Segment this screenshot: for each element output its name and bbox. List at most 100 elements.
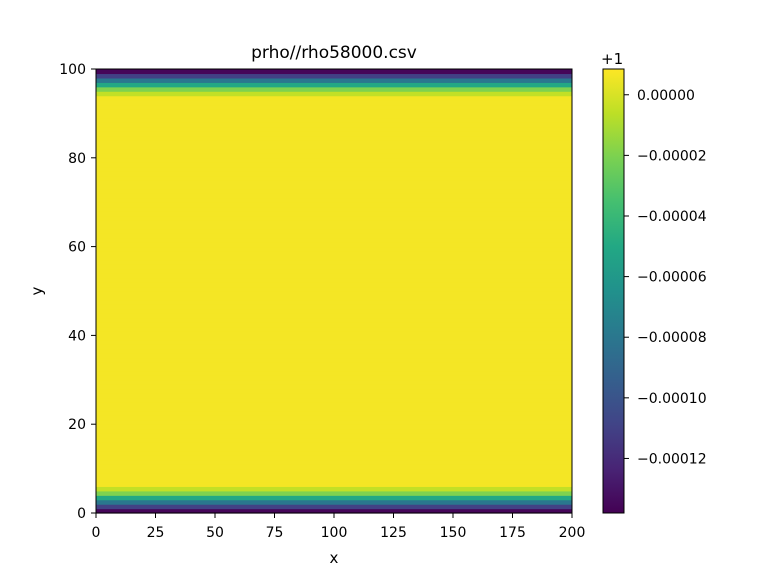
heatmap-row	[96, 291, 572, 297]
heatmap-row	[96, 95, 572, 101]
heatmap-row	[96, 286, 572, 292]
x-tick-label: 100	[321, 525, 348, 541]
heatmap-row	[96, 86, 572, 92]
heatmap-row	[96, 162, 572, 168]
heatmap-row	[96, 499, 572, 505]
colorbar-tick-label: −0.00012	[637, 451, 707, 467]
heatmap-row	[96, 113, 572, 119]
heatmap-row	[96, 228, 572, 234]
colorbar-ticks: 0.00000 −0.00002 −0.00004 −0.00006 −0.00008 −…	[624, 88, 707, 467]
heatmap-row	[96, 455, 572, 461]
heatmap-row	[96, 308, 572, 314]
heatmap-row	[96, 197, 572, 203]
heatmap-row	[96, 490, 572, 496]
heatmap-row	[96, 370, 572, 376]
heatmap-row	[96, 251, 572, 257]
heatmap-row	[96, 419, 572, 425]
heatmap-row	[96, 117, 572, 123]
heatmap-row	[96, 362, 572, 368]
heatmap-row	[96, 82, 572, 88]
heatmap-row	[96, 295, 572, 301]
heatmap-row	[96, 153, 572, 159]
heatmap-row	[96, 477, 572, 483]
y-axis: 0 20 40 60 80 100	[59, 62, 96, 522]
heatmap-row	[96, 166, 572, 172]
x-tick-label: 175	[499, 525, 526, 541]
heatmap-row	[96, 237, 572, 243]
heatmap-row	[96, 508, 572, 514]
x-tick-label: 200	[559, 525, 586, 541]
colorbar-tick-label: −0.00004	[637, 209, 707, 225]
heatmap-row	[96, 242, 572, 248]
heatmap-row	[96, 148, 572, 154]
heatmap-row	[96, 126, 572, 132]
heatmap-row	[96, 73, 572, 79]
heatmap-row	[96, 468, 572, 474]
heatmap-row	[96, 384, 572, 390]
heatmap-row	[96, 353, 572, 359]
heatmap-row	[96, 193, 572, 199]
colorbar	[602, 68, 625, 514]
heatmap-row	[96, 339, 572, 345]
x-tick-label: 50	[206, 525, 224, 541]
x-tick-label: 125	[380, 525, 407, 541]
heatmap-row	[96, 348, 572, 354]
heatmap-row	[96, 410, 572, 416]
heatmap-row	[96, 180, 572, 186]
heatmap-row	[96, 157, 572, 163]
x-tick-label: 75	[266, 525, 284, 541]
heatmap-row	[96, 326, 572, 332]
colorbar-tick-label: 0.00000	[637, 88, 695, 104]
x-tick-label: 25	[147, 525, 165, 541]
heatmap-row	[96, 464, 572, 470]
heatmap-row	[96, 104, 572, 110]
heatmap-row	[96, 397, 572, 403]
heatmap-row	[96, 277, 572, 283]
heatmap-row	[96, 202, 572, 208]
y-axis-label: y	[28, 286, 46, 295]
colorbar-tick-label: −0.00002	[637, 148, 707, 164]
heatmap-row	[96, 268, 572, 274]
heatmap-row	[96, 366, 572, 372]
x-tick-label: 0	[92, 525, 101, 541]
y-tick-label: 80	[68, 151, 86, 167]
heatmap-row	[96, 473, 572, 479]
heatmap-row	[96, 224, 572, 230]
y-tick-label: 20	[68, 417, 86, 433]
heatmap-row	[96, 122, 572, 128]
heatmap-row	[96, 504, 572, 510]
x-tick-label: 150	[440, 525, 467, 541]
heatmap-row	[96, 446, 572, 452]
heatmap-row	[96, 144, 572, 150]
heatmap-row	[96, 450, 572, 456]
heatmap-row	[96, 219, 572, 225]
heatmap-row	[96, 415, 572, 421]
heatmap-row	[96, 437, 572, 443]
heatmap-row	[96, 259, 572, 265]
heatmap-row	[96, 175, 572, 181]
heatmap-row	[96, 184, 572, 190]
heatmap-row	[96, 424, 572, 430]
heatmap-row	[96, 344, 572, 350]
heatmap-row	[96, 428, 572, 434]
heatmap-row	[96, 459, 572, 465]
heatmap-row	[96, 108, 572, 114]
heatmap-row	[96, 215, 572, 221]
heatmap-row	[96, 188, 572, 194]
heatmap-row	[96, 140, 572, 146]
heatmap-row	[96, 375, 572, 381]
heatmap-row	[96, 322, 572, 328]
heatmap-row	[96, 206, 572, 212]
heatmap-row	[96, 402, 572, 408]
heatmap-row	[96, 135, 572, 141]
heatmap-row	[96, 481, 572, 487]
x-axis-label: x	[330, 549, 339, 567]
heatmap-row	[96, 486, 572, 492]
heatmap-cells	[96, 69, 572, 514]
colorbar-tick-label: −0.00006	[637, 270, 707, 286]
heatmap-row	[96, 273, 572, 279]
heatmap-row	[96, 335, 572, 341]
heatmap-row	[96, 131, 572, 137]
y-tick-label: 40	[68, 328, 86, 344]
